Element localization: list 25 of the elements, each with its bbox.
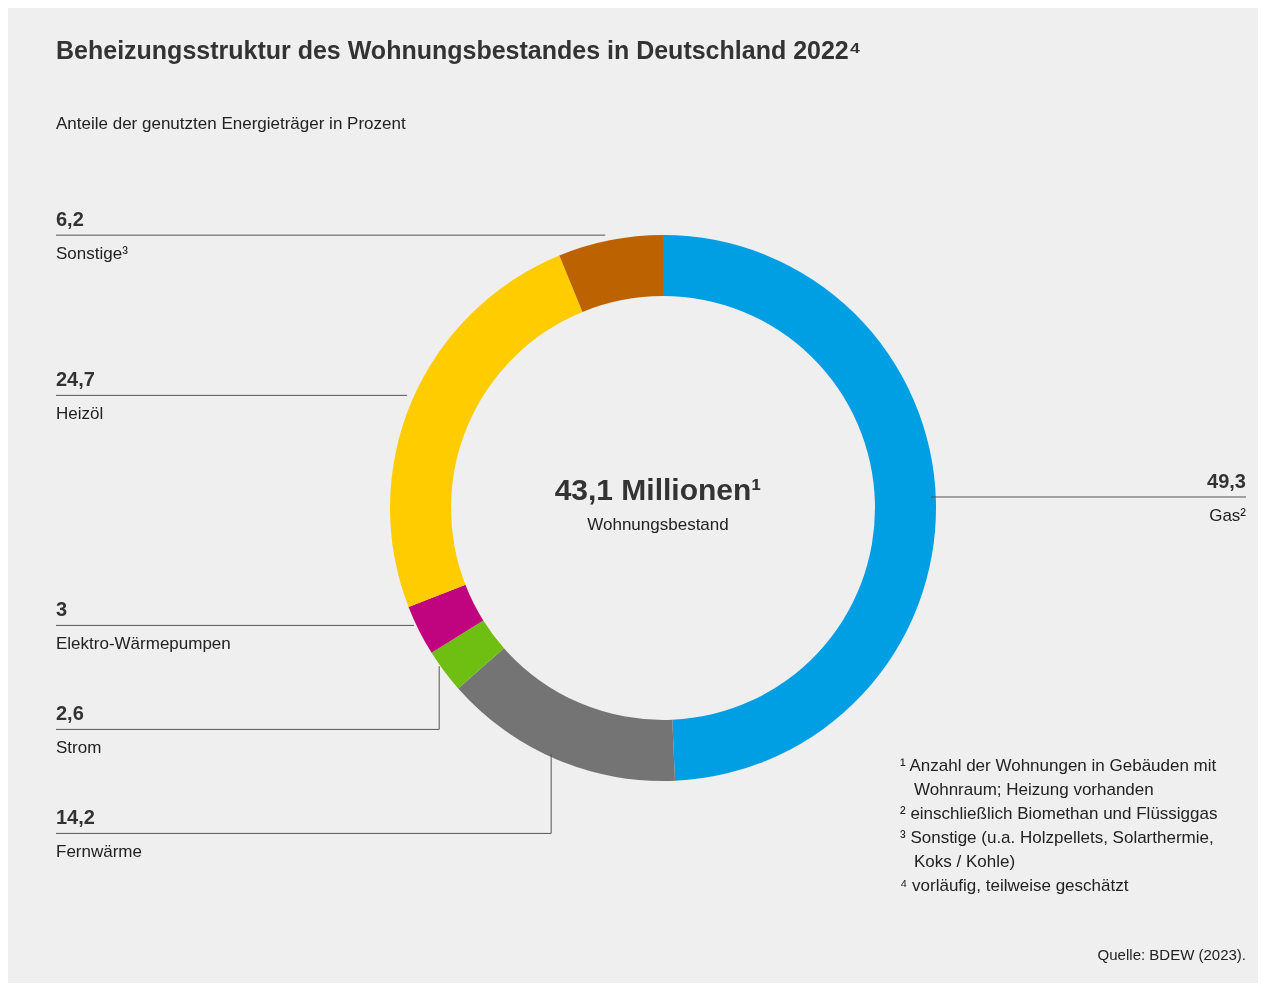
chart-subtitle: Anteile der genutzten Energieträger in Prozent <box>56 114 406 134</box>
data-label: 49,3 <box>1207 470 1246 492</box>
donut-slice <box>458 648 675 781</box>
data-label: 6,2 <box>56 208 84 231</box>
source-note: Quelle: BDEW (2023). <box>1097 946 1246 963</box>
donut-slice <box>431 620 504 689</box>
data-label: 24,7 <box>56 368 95 391</box>
data-label: 2,6 <box>56 702 84 725</box>
slice-label: Gas² <box>1209 506 1247 525</box>
slice-label: Sonstige³ <box>56 244 129 264</box>
data-label: 3 <box>56 598 68 621</box>
text: 43,1 Millionen¹ <box>553 473 763 507</box>
slice-label: Fernwärme <box>56 842 142 862</box>
text: ³ Sonstige (u.a. Holzpellets, Solarthermie, Koks / Kohle) <box>900 827 1215 873</box>
data-label: 14,2 <box>56 806 95 829</box>
text: ² einschließlich Biomethan und Flüssiggas <box>900 803 1219 825</box>
text: ¹ Anzahl der Wohnungen in Gebäuden mit Wohnraum; Heizung vorhanden <box>900 755 1218 801</box>
text: ⁴ vorläufig, teilweise geschätzt <box>900 875 1130 897</box>
slice-label: Strom <box>56 738 102 758</box>
slice-label: Elektro-Wärmepumpen <box>56 634 231 654</box>
donut-slice <box>559 235 663 312</box>
donut-slice <box>408 584 484 653</box>
chart-title: Beheizungsstruktur des Wohnungsbestandes in Deutschland 2022⁴ <box>56 36 862 65</box>
text: Wohnungsbestand <box>586 515 730 535</box>
slice-label: Heizöl <box>56 404 104 424</box>
